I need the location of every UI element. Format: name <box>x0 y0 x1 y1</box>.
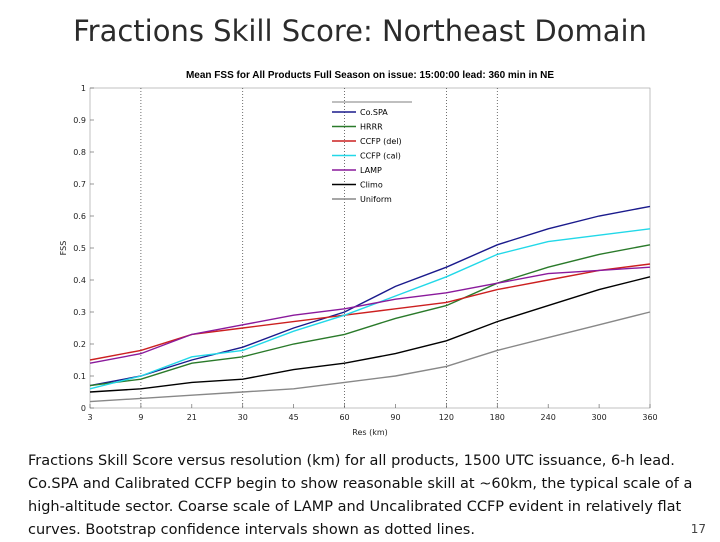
y-tick-label: 0.2 <box>73 340 86 349</box>
legend-entry: CCFP (cal) <box>360 152 401 161</box>
x-tick-label: 45 <box>289 413 299 422</box>
y-tick-label: 0.7 <box>73 180 86 189</box>
legend-entry: LAMP <box>360 166 382 175</box>
legend-entry: CCFP (del) <box>360 137 402 146</box>
legend-entry: Uniform <box>360 195 392 204</box>
legend-entry: HRRR <box>360 123 383 132</box>
y-tick-label: 0 <box>81 404 86 413</box>
x-axis-label: Res (km) <box>352 428 388 437</box>
series-line-hrrr <box>89 244 651 387</box>
y-tick-label: 1 <box>81 84 86 93</box>
legend-entry: Climo <box>360 181 383 190</box>
slide-title: Fractions Skill Score: Northeast Domain <box>73 14 647 48</box>
x-tick-label: 30 <box>238 413 248 422</box>
chart-title: Mean FSS for All Products Full Season on… <box>186 70 554 81</box>
x-tick-label: 300 <box>591 413 606 422</box>
series-line-ccfp-del <box>89 263 651 361</box>
fss-line-chart: Mean FSS for All Products Full Season on… <box>60 70 658 437</box>
x-tick-label: 90 <box>390 413 400 422</box>
y-tick-label: 0.5 <box>73 244 86 253</box>
series-line-climo <box>89 276 651 393</box>
x-tick-label: 21 <box>187 413 197 422</box>
series-line-lamp <box>89 266 651 364</box>
series-line-ccfp-cal <box>89 228 651 390</box>
x-tick-label: 3 <box>87 413 92 422</box>
plot-area-frame <box>89 87 651 409</box>
x-tick-label: 60 <box>339 413 349 422</box>
y-tick-label: 0.3 <box>73 308 86 317</box>
x-tick-label: 240 <box>541 413 556 422</box>
y-tick-label: 0.4 <box>73 276 86 285</box>
x-tick-label: 360 <box>642 413 657 422</box>
x-tick-label: 9 <box>138 413 143 422</box>
y-axis-label: FSS <box>60 241 68 256</box>
y-tick-label: 0.9 <box>73 116 86 125</box>
x-tick-label: 180 <box>490 413 505 422</box>
y-tick-label: 0.8 <box>73 148 86 157</box>
x-tick-label: 120 <box>439 413 454 422</box>
y-tick-label: 0.6 <box>73 212 86 221</box>
page-number: 17 <box>690 522 706 536</box>
series-line-co-spa <box>89 205 651 387</box>
chart-legend: Co.SPA HRRR CCFP (del) CCFP (cal) LAMP Climo U… <box>332 101 412 204</box>
legend-entry: Co.SPA <box>360 108 388 117</box>
y-tick-label: 0.1 <box>73 372 86 381</box>
series-line-uniform <box>89 311 651 403</box>
slide-caption: Fractions Skill Score versus resolution … <box>28 453 693 538</box>
